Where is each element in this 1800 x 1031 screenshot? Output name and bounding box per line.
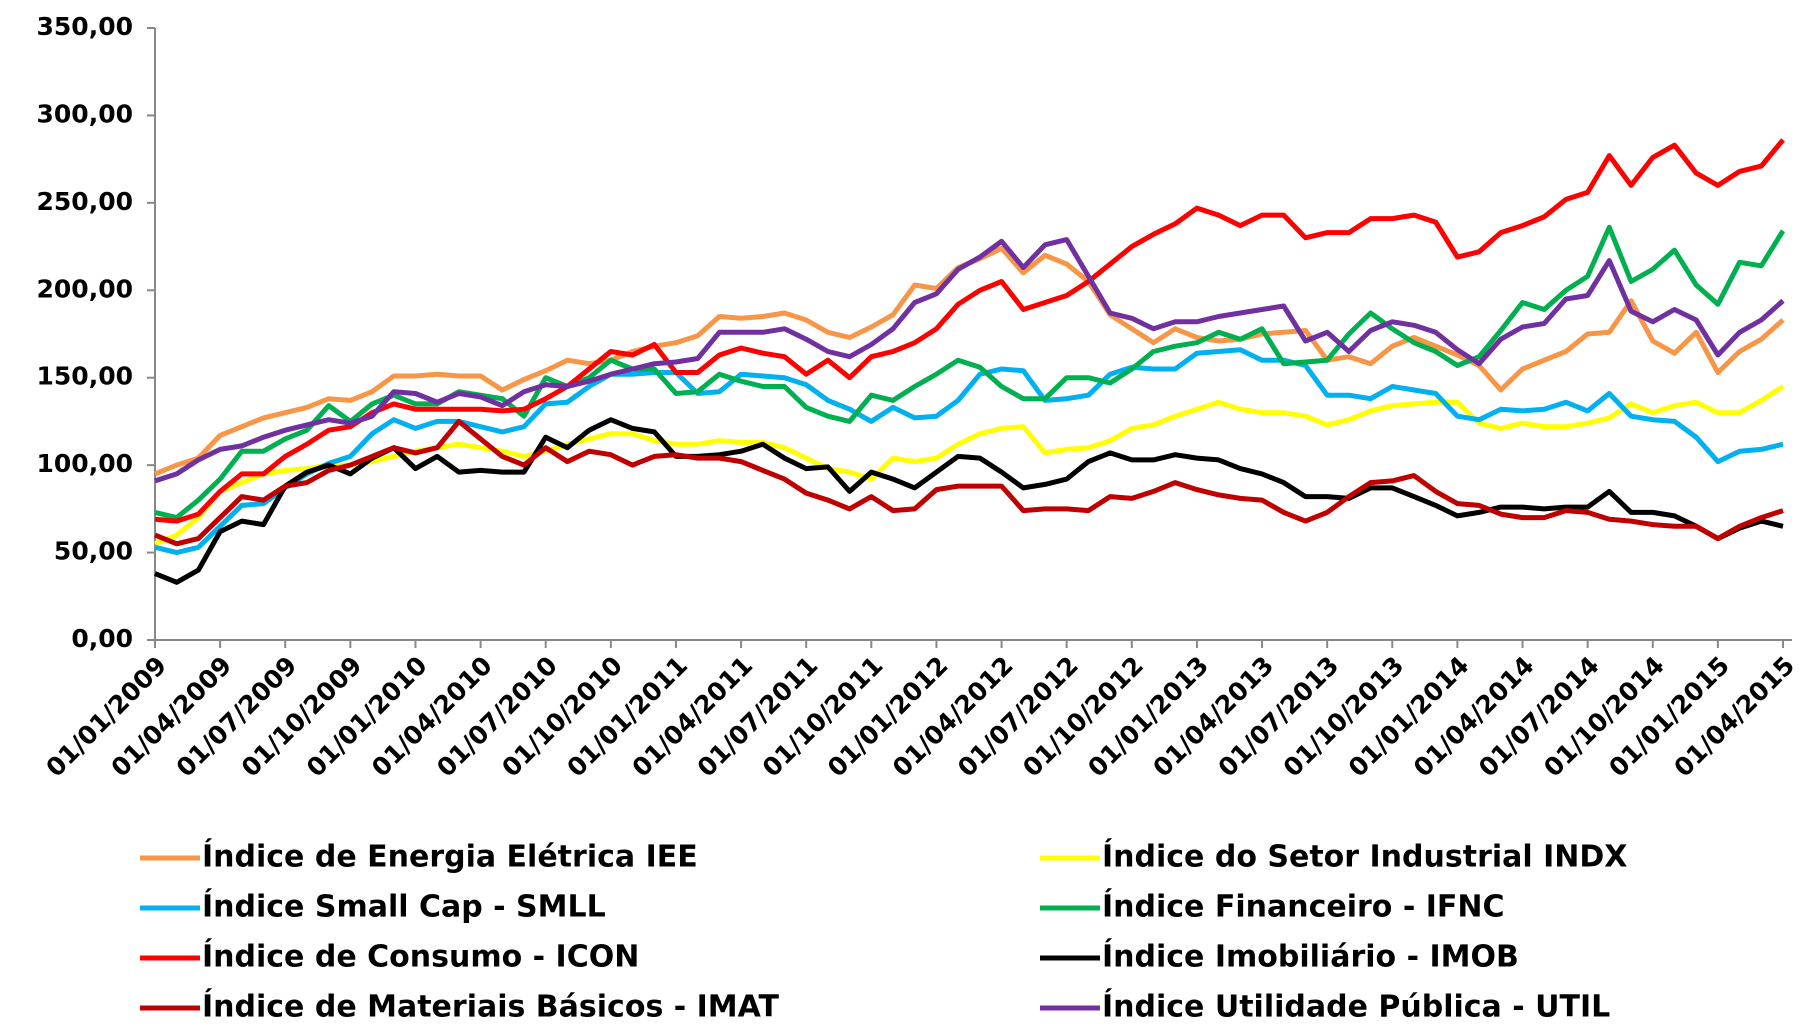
series-line — [154, 347, 1784, 556]
y-tick-label: 150,00 — [37, 362, 133, 391]
axes: 0,00 50,00 100,00 150,00 200,00 250,00 300,00 3… — [37, 12, 1800, 783]
y-tick-label: 300,00 — [37, 99, 133, 128]
series-line — [154, 237, 1785, 484]
y-tick-label: 50,00 — [54, 537, 133, 566]
series-line — [154, 417, 1784, 585]
y-tick-label: 100,00 — [37, 449, 133, 478]
legend-label: Índice Small Cap - SMLL — [202, 889, 606, 925]
y-tick-label: 250,00 — [37, 187, 133, 216]
legend-label: Índice Imobiliário - IMOB — [1102, 939, 1519, 975]
y-tick-label: 350,00 — [37, 12, 133, 41]
legend-label: Índice de Materiais Básicos - IMAT — [202, 989, 780, 1025]
legend-label: Índice de Consumo - ICON — [202, 939, 639, 975]
series-line — [154, 418, 1784, 547]
legend-label: Índice do Setor Industrial INDX — [1102, 839, 1627, 875]
plot-lines — [154, 138, 1786, 585]
series-line — [154, 138, 1785, 524]
legend-label: Índice de Energia Elétrica IEE — [202, 839, 698, 875]
legend-label: Índice Financeiro - IFNC — [1102, 889, 1505, 925]
series-line — [154, 224, 1786, 521]
y-tick-label: 200,00 — [37, 274, 133, 303]
legend-label: Índice Utilidade Pública - UTIL — [1102, 989, 1610, 1025]
legend: Índice de Energia Elétrica IEE Índice do … — [140, 839, 1627, 1025]
y-tick-label: 0,00 — [71, 624, 133, 653]
